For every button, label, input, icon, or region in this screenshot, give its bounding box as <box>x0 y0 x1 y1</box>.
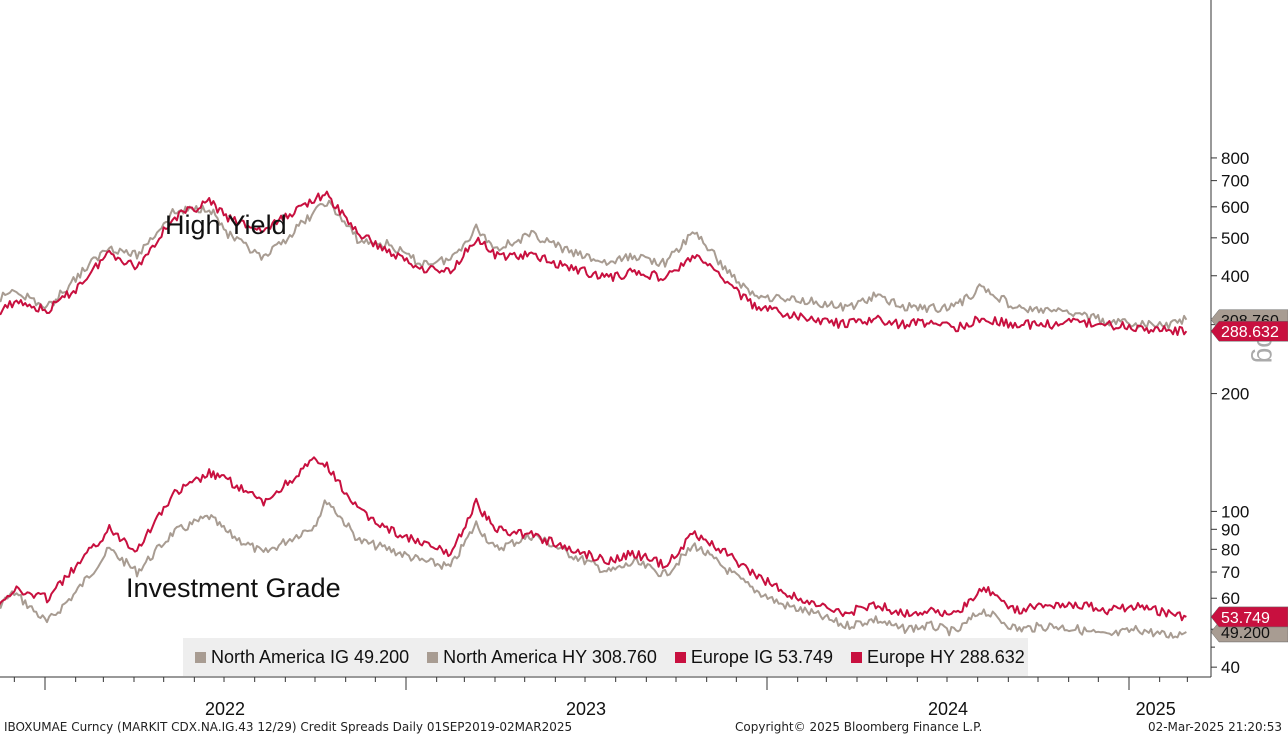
last-value-tag-box <box>1210 606 1288 628</box>
legend-label: Europe HY 288.632 <box>867 646 1025 667</box>
series-line-2 <box>0 199 1188 330</box>
last-value-tag: 288.632 <box>1210 320 1288 342</box>
footer-copyright: Copyright© 2025 Bloomberg Finance L.P. <box>735 720 983 734</box>
y-tick-label: 80 <box>1221 540 1240 559</box>
series-line-4 <box>0 190 1188 336</box>
series-line-3 <box>0 456 1187 622</box>
legend-item: North America IG 49.200 <box>195 647 409 668</box>
annotation-high-yield: High Yield <box>165 210 287 240</box>
legend-label: Europe IG 53.749 <box>690 646 834 667</box>
legend-item: Europe IG 53.749 <box>674 646 834 668</box>
legend-swatch <box>427 651 439 663</box>
y-tick-label: 800 <box>1221 149 1249 168</box>
series-line-1 <box>0 499 1187 639</box>
y-tick-label: 90 <box>1221 520 1240 539</box>
y-tick-label: 600 <box>1221 198 1249 217</box>
last-value-tag-text: 288.632 <box>1221 324 1279 341</box>
legend-item: North America HY 308.760 <box>427 647 657 668</box>
series-layer <box>0 190 1188 639</box>
x-tick-label: 2022 <box>205 699 245 719</box>
x-tick-label: 2023 <box>566 699 606 719</box>
last-value-tag: 53.749 <box>1210 606 1288 628</box>
footer-timestamp: 02-Mar-2025 21:20:53 <box>1147 720 1282 734</box>
legend-item: Europe HY 288.632 <box>851 647 1025 668</box>
y-tick-label: 500 <box>1221 229 1249 248</box>
legend: North America IG 49.200 North America HY … <box>183 638 1028 676</box>
legend-swatch <box>674 651 686 663</box>
annotation-investment-grade: Investment Grade <box>126 573 341 603</box>
y-tick-label: 70 <box>1221 563 1240 582</box>
legend-swatch <box>195 651 206 663</box>
y-tick-label: 60 <box>1221 589 1240 608</box>
legend-label: North America IG 49.200 <box>211 646 410 667</box>
x-tick-label: 2024 <box>928 699 968 719</box>
y-tick-label: 100 <box>1221 502 1249 521</box>
x-tick-label: 2025 <box>1136 699 1176 719</box>
last-value-tag-text: 49.200 <box>1221 625 1270 642</box>
y-tick-label: 700 <box>1221 172 1249 191</box>
legend-label: North America HY 308.760 <box>443 646 657 667</box>
y-tick-label: 200 <box>1221 385 1249 404</box>
legend-swatch <box>851 651 863 663</box>
footer-source: IBOXUMAE Curncy (MARKIT CDX.NA.IG.43 12/… <box>4 720 573 734</box>
last-value-tag-box <box>1210 320 1288 342</box>
y-tick-label: 400 <box>1221 267 1249 286</box>
x-tick-layer: 2022 2023 2024 2025 <box>13 677 1188 719</box>
last-value-tag-text: 53.749 <box>1221 610 1270 627</box>
y-tick-label: 40 <box>1221 658 1240 677</box>
